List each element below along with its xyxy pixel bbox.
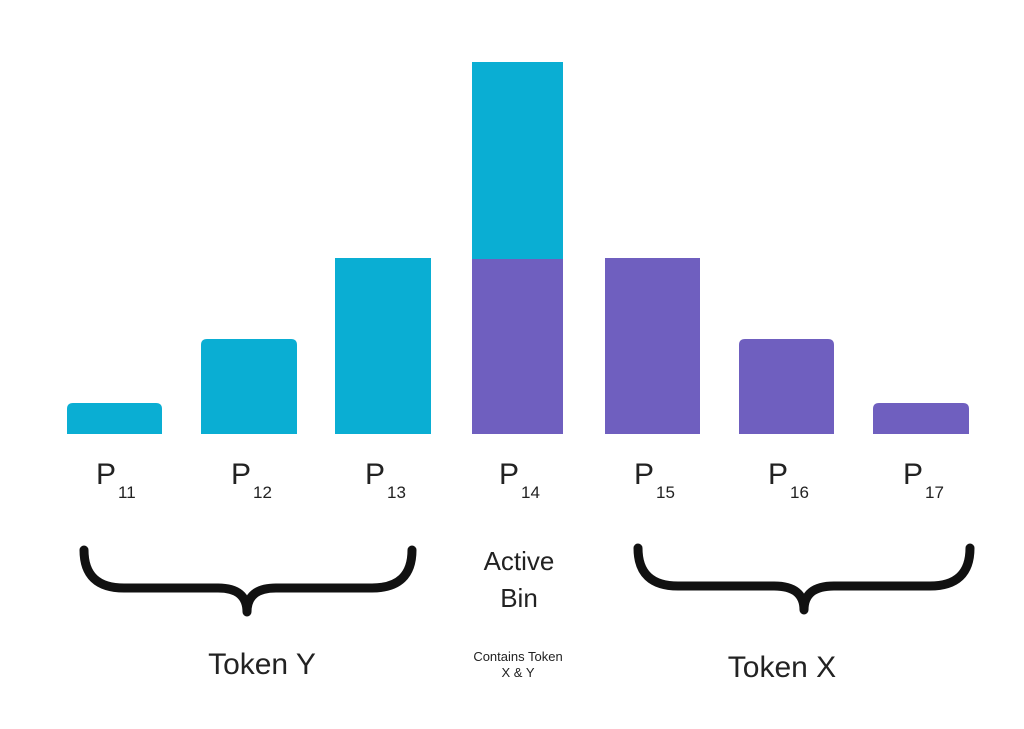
bin-subscript: 16 xyxy=(790,483,809,502)
bin-label: P xyxy=(768,458,788,491)
bin-subscript: 13 xyxy=(387,483,406,502)
bar xyxy=(605,258,700,434)
active-bin-label: Active xyxy=(484,546,555,576)
bar-segment-x xyxy=(472,259,563,434)
braces xyxy=(79,543,975,617)
brace-right xyxy=(633,543,975,615)
bar-segment-y xyxy=(472,62,563,259)
bin-subscript: 11 xyxy=(118,483,136,502)
bar xyxy=(201,339,297,434)
bin-subscript: 15 xyxy=(656,483,675,502)
bin-subscript: 14 xyxy=(521,483,540,502)
bin-label: P xyxy=(231,458,251,491)
bin-label: P xyxy=(634,458,654,491)
bin-subscript: 17 xyxy=(925,483,944,502)
brace-left xyxy=(79,545,417,617)
active-bin-note: X & Y xyxy=(501,665,534,680)
token-y-label: Token Y xyxy=(208,648,316,681)
active-bin-label: Bin xyxy=(500,583,538,613)
bars xyxy=(67,62,969,434)
bin-label: P xyxy=(365,458,385,491)
active-bin-note: Contains Token xyxy=(473,649,562,664)
bar xyxy=(67,403,162,434)
bin-label: P xyxy=(903,458,923,491)
bin-label: P xyxy=(96,458,116,491)
bar xyxy=(739,339,834,434)
bin-subscript: 12 xyxy=(253,483,272,502)
bin-label: P xyxy=(499,458,519,491)
bar xyxy=(873,403,969,434)
token-x-label: Token X xyxy=(728,651,836,684)
bar xyxy=(335,258,431,434)
